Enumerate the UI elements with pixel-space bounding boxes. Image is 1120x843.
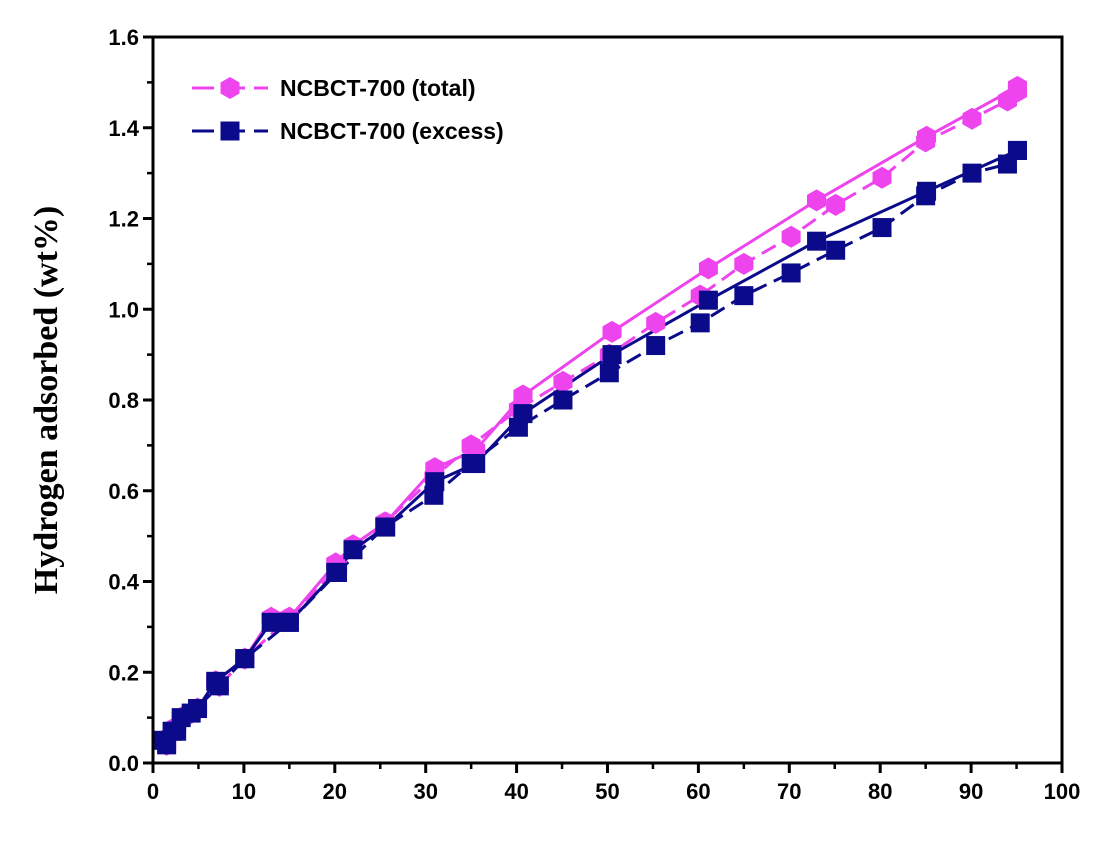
series-0-point: [872, 166, 892, 189]
legend-marker: [220, 121, 240, 141]
legend-marker: [220, 77, 240, 99]
legend: NCBCT-700 (total) NCBCT-700 (excess): [192, 75, 504, 144]
x-tick-label: 10: [232, 779, 256, 804]
series-1-point: [734, 286, 754, 306]
y-axis-title: Hydrogen adsorbed (wt%): [28, 206, 65, 595]
series-1-point: [646, 336, 666, 356]
series-1-point: [328, 562, 348, 582]
x-tick-label: 40: [504, 779, 528, 804]
series-1-point: [690, 313, 710, 333]
series-0-adsorption-line: [162, 85, 1019, 742]
series-1-point: [698, 290, 718, 310]
series-1-point: [375, 517, 395, 537]
y-tick-label: 1.0: [108, 297, 139, 322]
series-0-point: [698, 257, 718, 280]
series-1-point: [872, 218, 892, 238]
x-tick-label: 90: [959, 779, 983, 804]
series-0-point: [602, 320, 622, 343]
legend-label: NCBCT-700 (excess): [280, 118, 504, 144]
series-1-point: [209, 676, 229, 696]
x-tick-label: 100: [1044, 779, 1081, 804]
series-1-point: [553, 390, 573, 410]
series-1-point: [781, 263, 801, 283]
series-0-point: [826, 193, 846, 216]
series-1-point: [461, 454, 481, 474]
x-tick-label: 20: [323, 779, 347, 804]
axes: 0 10 20 30 40 50 60 70 80 90 100 0.0 0.2 0.4 0.6 0.8 1.0…: [108, 25, 1080, 804]
series-1-point: [826, 240, 846, 260]
series-0-point: [646, 311, 666, 334]
series-0-desorption-line: [165, 90, 1019, 746]
y-tick-label: 0.6: [108, 479, 139, 504]
series-1-point: [602, 345, 622, 365]
y-tick-label: 1.4: [108, 116, 139, 141]
series-1-point: [997, 154, 1017, 174]
series-1-point: [424, 485, 444, 505]
x-tick-label: 60: [686, 779, 710, 804]
y-tick-label: 0.8: [108, 388, 139, 413]
x-tick-label: 50: [595, 779, 619, 804]
series-0-point: [997, 89, 1017, 112]
series-1-point: [343, 540, 363, 560]
series-1-point: [807, 231, 827, 251]
series-0-point: [734, 252, 754, 275]
series-1-point: [279, 612, 299, 632]
series-1-point: [181, 703, 201, 723]
series-1-point: [916, 186, 936, 206]
y-tick-label: 0.0: [108, 751, 139, 776]
series-0-point: [781, 225, 801, 248]
y-tick-label: 0.2: [108, 660, 139, 685]
series-1-desorption-line: [165, 149, 1019, 746]
series-0-point: [962, 107, 982, 130]
y-tick-label: 1.6: [108, 25, 139, 50]
x-tick-label: 30: [413, 779, 437, 804]
series-1-point: [962, 163, 982, 183]
series-0-point: [916, 130, 936, 153]
x-tick-label: 0: [147, 779, 159, 804]
series-1-point: [157, 735, 177, 755]
y-tick-label: 0.4: [108, 570, 139, 595]
series-0-point: [461, 434, 481, 457]
x-tick-label: 80: [868, 779, 892, 804]
y-tick-label: 1.2: [108, 207, 139, 232]
series-1-adsorption-line: [162, 149, 1019, 742]
series-1-point: [261, 612, 281, 632]
series-1-point: [235, 649, 255, 669]
series-1-point: [599, 363, 619, 383]
plot-marks: [154, 75, 1027, 756]
legend-label: NCBCT-700 (total): [280, 75, 476, 101]
series-0-point: [553, 370, 573, 393]
series-1-point: [508, 417, 528, 437]
x-tick-label: 70: [777, 779, 801, 804]
series-0-point: [807, 189, 827, 212]
